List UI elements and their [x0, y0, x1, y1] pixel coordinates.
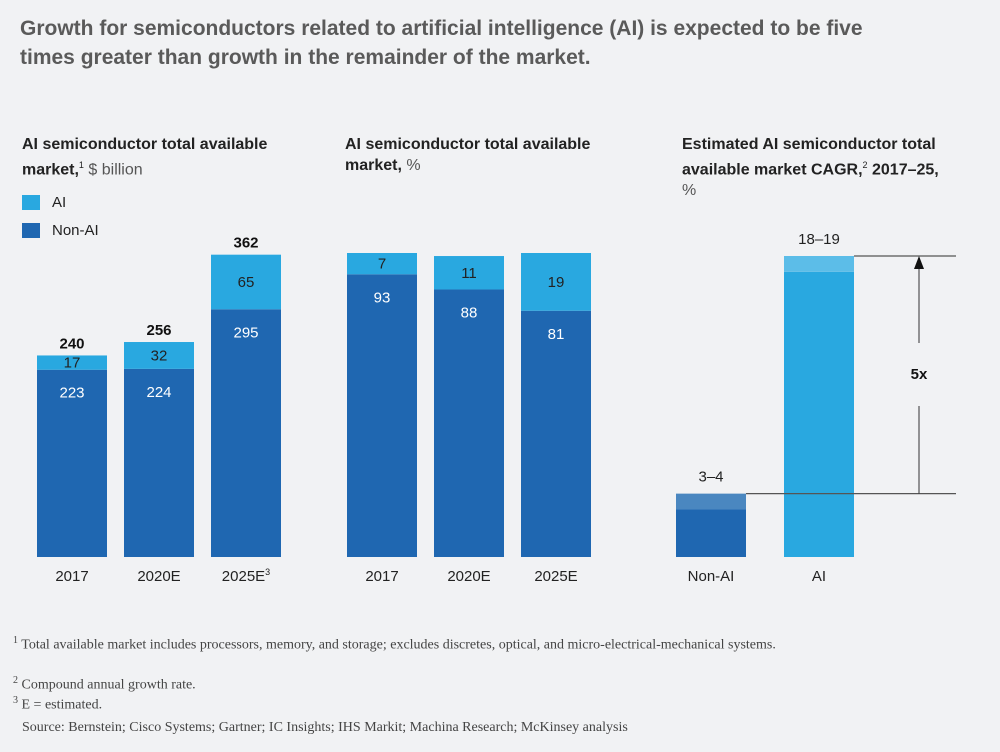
data-label-non-ai: 223	[59, 385, 84, 402]
exhibit-title: Growth for semiconductors related to art…	[20, 17, 863, 69]
footnote-3: 3 E = estimated.	[13, 692, 102, 715]
bar-range-ai	[784, 256, 854, 272]
bar-ai	[434, 256, 504, 290]
legend-item-ai: AI	[22, 194, 66, 211]
footnote-ref: 3	[265, 567, 270, 577]
bar-ai	[211, 254, 281, 310]
panel3-unit: %	[682, 182, 697, 200]
x-tick-label: 2020E	[447, 568, 490, 585]
growth-multiple-annotation: 5x	[911, 366, 928, 383]
footnote-number: 3	[13, 695, 18, 706]
bar-non-ai	[434, 289, 504, 557]
legend-label-ai: AI	[52, 194, 67, 211]
bar-ai	[37, 355, 107, 370]
x-tick-label: Non-AI	[688, 568, 735, 585]
data-label-total: 240	[59, 335, 84, 352]
legend-swatch-ai	[22, 195, 40, 210]
x-tick-label: 2017	[55, 568, 88, 585]
footnote-1: 1 Total available market includes proces…	[13, 632, 793, 655]
panel2-unit: %	[406, 157, 421, 174]
footnote-number: 2	[13, 675, 18, 686]
data-label-non-ai: 295	[233, 324, 258, 341]
x-tick-label: 2017	[365, 568, 398, 585]
bar-ai	[124, 342, 194, 369]
panel2-title-text: AI semiconductor total available market,	[345, 136, 591, 174]
source-note: Source: Bernstein; Cisco Systems; Gartne…	[22, 720, 628, 735]
bar-non-ai	[676, 509, 746, 557]
x-tick-label: 2020E	[137, 568, 180, 585]
data-label-ai: 32	[151, 347, 168, 364]
legend-label-non-ai: Non-AI	[52, 222, 99, 239]
footnote-text: Compound annual growth rate.	[21, 677, 196, 693]
data-label-non-ai: 81	[548, 326, 565, 343]
data-label-non-ai: 88	[461, 304, 478, 321]
x-tick-label: 2025E3	[222, 567, 270, 585]
data-label-total: 256	[146, 322, 171, 339]
data-label: 18–19	[798, 231, 840, 248]
panel2-title: AI semiconductor total available market,…	[345, 134, 625, 176]
x-tick-label: AI	[812, 568, 826, 585]
legend-swatch-non-ai	[22, 223, 40, 238]
data-label-ai: 65	[238, 274, 255, 291]
footnote-number: 1	[13, 635, 18, 646]
bar-ai	[347, 253, 417, 275]
bar-ai	[784, 271, 854, 557]
footnote-text: Total available market includes processo…	[21, 637, 776, 653]
data-label-ai: 11	[461, 265, 477, 282]
bar-non-ai	[124, 368, 194, 557]
footnote-ref: 1	[78, 160, 84, 170]
x-tick-label: 2025E	[534, 568, 577, 585]
data-label-ai: 7	[378, 256, 386, 273]
data-label-total: 362	[233, 235, 258, 252]
footnote-text: E = estimated.	[21, 697, 103, 713]
arrow-head-icon	[914, 256, 924, 269]
data-label-non-ai: 93	[374, 289, 391, 306]
panel1-title-text: AI semiconductor total available market,	[22, 136, 268, 179]
panel1-title: AI semiconductor total available market,…	[22, 134, 312, 180]
data-label: 3–4	[698, 469, 723, 486]
panel3-title-text: Estimated AI semiconductor total availab…	[682, 136, 936, 179]
footnote-ref: 2	[862, 160, 868, 170]
data-label-ai: 17	[64, 355, 81, 372]
data-label-ai: 19	[548, 274, 565, 291]
panel1-unit: $ billion	[88, 161, 143, 179]
bar-range-non-ai	[676, 493, 746, 510]
legend-item-non-ai: Non-AI	[22, 222, 99, 239]
panel3-title-period: 2017–25,	[872, 161, 939, 179]
footnote-2: 2 Compound annual growth rate.	[13, 672, 196, 695]
bar-non-ai	[347, 274, 417, 557]
bar-non-ai	[211, 309, 281, 557]
bar-non-ai	[521, 310, 591, 557]
data-label-non-ai: 224	[146, 384, 171, 401]
bar-non-ai	[37, 369, 107, 557]
bar-ai	[521, 253, 591, 311]
panel3-title: Estimated AI semiconductor total availab…	[682, 134, 972, 201]
